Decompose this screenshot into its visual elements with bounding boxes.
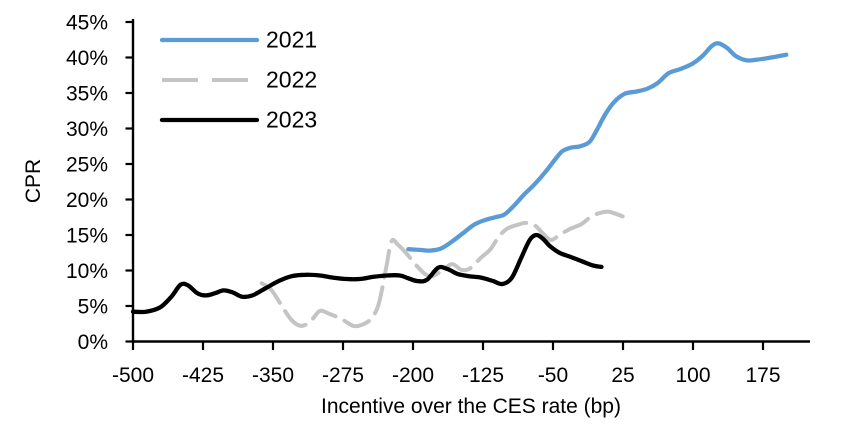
y-tick-label: 15% [66, 225, 108, 248]
y-tick-label: 45% [66, 12, 108, 35]
legend-label-2023: 2023 [266, 107, 317, 133]
legend-item-2023: 2023 [159, 107, 317, 133]
legend-label-2022: 2022 [266, 67, 317, 93]
y-tick-label: 25% [66, 154, 108, 177]
y-tick-label: 40% [66, 47, 108, 70]
x-tick-label: -275 [322, 364, 364, 387]
x-tick-label: -425 [182, 364, 224, 387]
y-tick-label: 20% [66, 189, 108, 212]
y-tick-label: 35% [66, 83, 108, 106]
legend-item-2021: 2021 [159, 27, 317, 53]
y-tick-label: 10% [66, 260, 108, 283]
series-line-2021 [406, 41, 789, 253]
x-tick-label: 25 [611, 364, 634, 387]
series-line-2023 [130, 232, 604, 315]
y-axis-title: CPR [22, 159, 45, 203]
x-tick-label: -350 [252, 364, 294, 387]
x-tick-label: -50 [538, 364, 568, 387]
x-tick-label: 175 [745, 364, 780, 387]
legend-label-2021: 2021 [266, 27, 317, 53]
x-axis-title: Incentive over the CES rate (bp) [321, 395, 621, 418]
y-tick-label: 0% [78, 331, 108, 354]
x-tick-label: 100 [675, 364, 710, 387]
y-tick-label: 30% [66, 118, 108, 141]
y-tick-label: 5% [78, 296, 108, 319]
x-tick-label: -125 [462, 364, 504, 387]
series-line-2022 [259, 209, 625, 329]
x-tick-label: -500 [112, 364, 154, 387]
legend-item-2022: 2022 [162, 67, 317, 93]
x-tick-label: -200 [392, 364, 434, 387]
